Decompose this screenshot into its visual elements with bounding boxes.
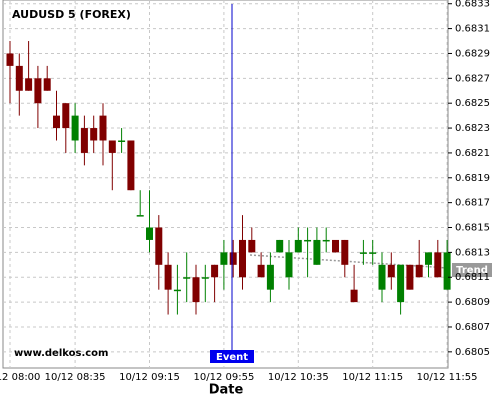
trend-line [249,254,449,269]
y-tick-label: 0.6827 [455,73,490,84]
x-tick-label: 10/12 11:15 [342,372,403,383]
candle-body [294,239,302,253]
candle-body [127,140,135,191]
candle-body [118,140,126,142]
x-tick-label: 10/12 11:55 [417,372,478,383]
candle-body [425,252,432,265]
candle-body [43,78,51,91]
plot-frame [2,0,449,369]
candle-body [173,289,181,292]
event-label: Event [216,352,248,363]
candle-body [99,115,107,141]
candle-body [90,128,98,141]
candle-body [146,227,153,240]
candle-body [434,252,442,278]
candle-body [322,239,330,242]
y-tick-label: 0.6811 [455,272,490,283]
candle-body [239,239,246,278]
candle-body [387,264,395,278]
candle-body [341,239,349,265]
chart-title: AUDUSD 5 (FOREX) [12,8,131,21]
event-box [210,350,254,363]
candle-body [6,53,14,66]
candle-body [359,252,367,254]
x-tick-label: 10/12 08:35 [45,372,106,383]
y-tick-label: 0.6809 [455,297,490,308]
candle-body [53,115,60,129]
candle-body [164,264,172,290]
candle-body [248,239,256,253]
candle-body [183,277,191,279]
candle-body [80,128,88,153]
candle-body [313,239,321,265]
y-tick-label: 0.6819 [455,173,490,184]
candle-body [15,65,23,91]
y-tick-label: 0.6805 [455,347,490,358]
candle-body [304,239,312,242]
candle-body [415,264,423,278]
y-tick-label: 0.6829 [455,48,490,59]
watermark: www.delkos.com [14,348,108,359]
candle-body [136,215,144,217]
y-tick-label: 0.6807 [455,322,490,333]
candle-body [229,252,237,265]
candle-body [62,103,70,129]
x-tick-label: 10/12 10:35 [268,372,329,383]
y-tick-label: 0.6833 [455,0,490,10]
x-tick-label: 10/12 08:00 [0,372,40,383]
candle-body [266,264,274,290]
x-tick-label: 10/12 09:55 [193,372,254,383]
x-axis-label: Date [209,383,244,398]
candle-body [257,264,265,278]
candle-body [406,264,414,290]
grid [3,0,448,368]
candle-body [220,252,228,265]
y-tick-label: 0.6813 [455,247,490,258]
candle-body [378,264,386,290]
candle-body [332,239,339,253]
candle-body [285,252,293,278]
y-tick-label: 0.6815 [455,223,490,234]
y-tick-label: 0.6823 [455,123,490,134]
x-tick-label: 10/12 09:15 [119,372,180,383]
candle-body [71,115,79,141]
candle-body [211,264,219,278]
trend-box [452,263,492,277]
y-tick-label: 0.6821 [455,148,490,159]
candle-body [25,78,33,91]
trend-label: Trend [456,265,488,276]
y-tick-label: 0.6825 [455,98,490,109]
y-tick-label: 0.6817 [455,198,490,209]
candle-body [350,289,358,303]
candle-body [34,78,42,104]
candle-body [201,277,209,279]
candles [6,41,451,315]
candle-body [276,239,284,253]
candle-body [369,252,377,254]
candle-body [397,264,405,303]
candle-body [443,252,451,290]
candle-body [155,227,163,265]
y-tick-label: 0.6831 [455,24,490,35]
candle-body [192,277,200,303]
candle-body [108,140,116,153]
